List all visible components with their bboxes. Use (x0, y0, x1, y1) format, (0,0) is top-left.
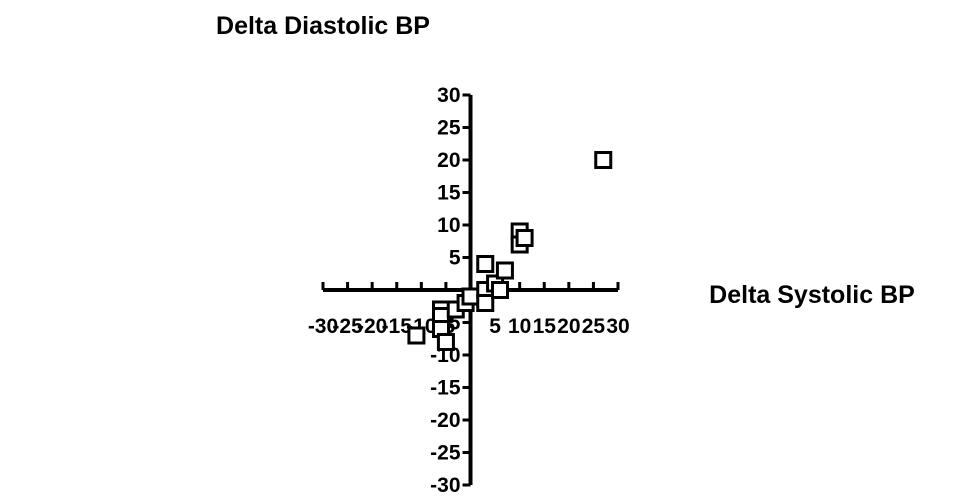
x-tick-label: -30 (308, 315, 338, 338)
data-point (495, 261, 514, 280)
y-tick-label: 10 (437, 214, 460, 237)
data-point (491, 281, 509, 299)
y-tick-label: -20 (430, 409, 460, 432)
y-tick-label: 25 (437, 117, 461, 140)
y-tick-label: 30 (437, 84, 460, 107)
y-tick-label: -30 (430, 474, 460, 497)
y-tick-label: 20 (437, 149, 460, 172)
data-point (461, 287, 480, 306)
y-tick-label: 5 (449, 247, 461, 270)
x-tick-label: 20 (557, 315, 580, 338)
data-point (476, 294, 495, 312)
data-points (407, 151, 613, 351)
chart-title: Delta Diastolic BP (216, 12, 430, 40)
data-point (436, 333, 455, 351)
x-tick-label: -25 (332, 315, 363, 338)
data-point (515, 229, 534, 247)
x-tick-label: 25 (582, 315, 606, 338)
x-tick-label: 10 (508, 315, 531, 338)
x-tick-label: 5 (489, 315, 501, 338)
data-point (594, 151, 613, 169)
data-point (407, 326, 426, 345)
x-tick-label: 30 (606, 315, 629, 338)
x-tick-label: -15 (382, 315, 413, 338)
y-tick-label: -15 (430, 377, 461, 400)
x-tick-label: -20 (357, 315, 387, 338)
x-axis-label: Delta Systolic BP (709, 281, 915, 309)
data-point (476, 255, 495, 273)
y-tick-label: 15 (437, 182, 461, 205)
y-tick-label: -25 (430, 442, 461, 465)
x-tick-label: 15 (533, 315, 557, 338)
